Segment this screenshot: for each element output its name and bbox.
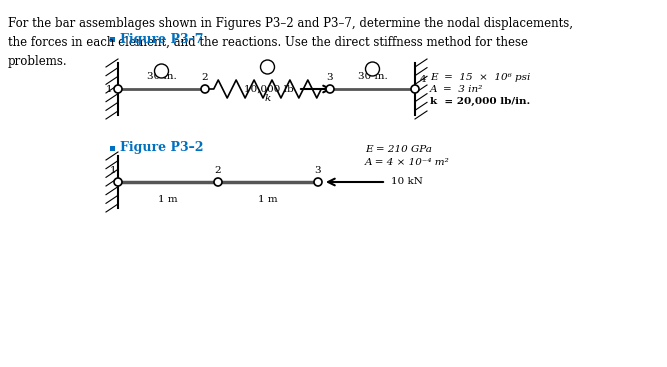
Bar <box>110 146 115 151</box>
Circle shape <box>366 62 380 76</box>
Text: 2: 2 <box>265 62 270 72</box>
Circle shape <box>314 178 322 186</box>
Circle shape <box>201 85 209 93</box>
Text: 10,000 lb: 10,000 lb <box>244 84 294 94</box>
Text: 1: 1 <box>105 84 112 94</box>
Text: 3: 3 <box>327 73 334 82</box>
Text: k  = 20,000 lb/in.: k = 20,000 lb/in. <box>430 97 530 105</box>
Text: 1: 1 <box>109 166 116 175</box>
Circle shape <box>214 178 222 186</box>
Text: 1 m: 1 m <box>158 195 178 204</box>
Text: 3: 3 <box>370 65 376 73</box>
Text: E  =  15  ×  10⁶ psi: E = 15 × 10⁶ psi <box>430 73 530 81</box>
Text: 2: 2 <box>201 73 208 82</box>
Text: 1: 1 <box>159 66 164 76</box>
Text: 1 m: 1 m <box>258 195 278 204</box>
Text: k: k <box>264 94 271 103</box>
Circle shape <box>155 64 169 78</box>
Text: 2: 2 <box>215 166 221 175</box>
Text: Figure P3–7: Figure P3–7 <box>120 33 203 46</box>
Text: Figure P3–2: Figure P3–2 <box>120 142 203 155</box>
Text: A  =  3 in²: A = 3 in² <box>430 84 484 94</box>
Text: 30 in.: 30 in. <box>358 72 388 81</box>
Text: 3: 3 <box>315 166 321 175</box>
Text: A = 4 × 10⁻⁴ m²: A = 4 × 10⁻⁴ m² <box>365 158 450 167</box>
Bar <box>110 37 115 42</box>
Circle shape <box>114 85 122 93</box>
Circle shape <box>411 85 419 93</box>
Circle shape <box>114 178 122 186</box>
Circle shape <box>261 60 275 74</box>
Circle shape <box>326 85 334 93</box>
Text: 10 kN: 10 kN <box>391 178 423 186</box>
Text: For the bar assemblages shown in Figures P3–2 and P3–7, determine the nodal disp: For the bar assemblages shown in Figures… <box>8 17 573 68</box>
Text: 30 in.: 30 in. <box>147 72 176 81</box>
Text: E = 210 GPa: E = 210 GPa <box>365 145 432 154</box>
Text: 4: 4 <box>420 75 427 84</box>
